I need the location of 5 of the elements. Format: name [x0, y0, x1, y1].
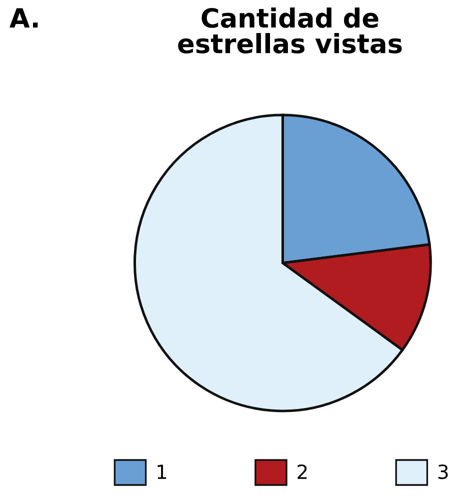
legend-label: 2: [298, 464, 307, 479]
chart-title: Cantidad de estrellas vistas: [178, 8, 402, 54]
legend-label: 1: [158, 464, 166, 479]
legend-label: 3: [438, 464, 448, 480]
text: A.: [10, 8, 38, 28]
